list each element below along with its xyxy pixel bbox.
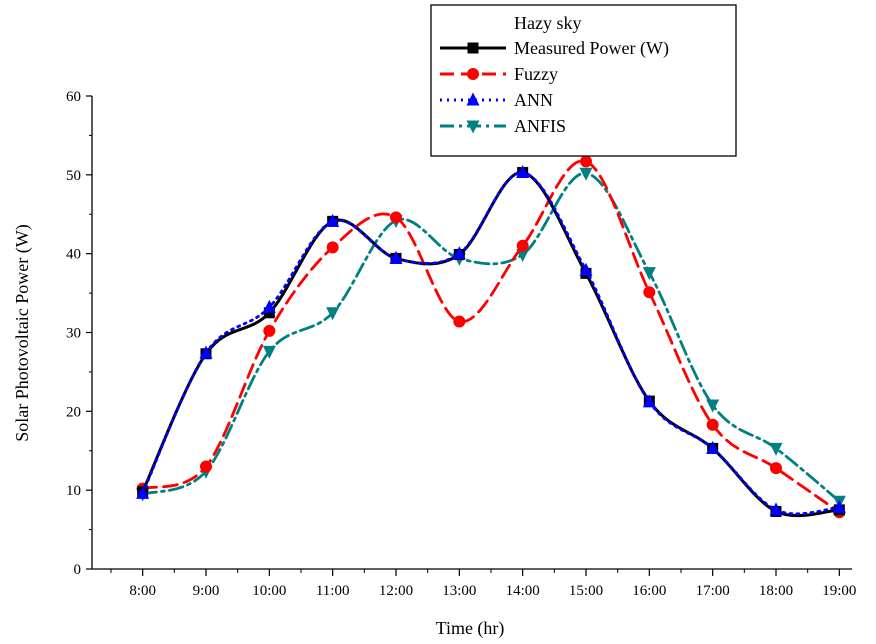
data-point: [770, 462, 782, 475]
data-point: [389, 250, 403, 264]
data-point: [516, 164, 530, 178]
y-tick-label: 30: [66, 326, 81, 342]
data-point: [200, 460, 212, 473]
data-point: [769, 442, 783, 456]
series-fuzzy: [136, 155, 846, 519]
x-tick-label: 17:00: [696, 583, 730, 599]
series-line: [141, 171, 841, 516]
legend-label: Measured Power (W): [514, 38, 669, 59]
data-point: [643, 286, 656, 299]
data-point: [452, 246, 466, 260]
data-point: [326, 241, 339, 254]
y-tick-label: 40: [66, 247, 81, 263]
data-point: [579, 262, 593, 276]
legend-label: Fuzzy: [514, 64, 558, 84]
x-tick-label: 8:00: [129, 583, 156, 599]
data-point: [262, 299, 276, 313]
legend-item: Measured Power (W): [440, 38, 669, 59]
data-point: [263, 307, 275, 319]
y-axis-label: Solar Photovoltaic Power (W): [12, 224, 33, 441]
series-line: [141, 170, 841, 518]
data-point: [769, 502, 783, 516]
y-tick-label: 60: [66, 89, 81, 105]
legend-marker: [466, 92, 480, 106]
data-point: [579, 167, 593, 181]
data-point: [136, 485, 150, 499]
data-point: [706, 399, 720, 413]
data-point: [326, 307, 340, 321]
y-tick-label: 20: [66, 404, 81, 420]
y-tick-label: 10: [66, 483, 81, 499]
x-axis-label: Time (hr): [436, 618, 505, 639]
data-point: [642, 267, 656, 281]
data-point: [326, 213, 340, 227]
data-point: [580, 155, 592, 168]
legend-label: ANN: [514, 90, 553, 110]
data-point: [390, 211, 402, 224]
legend-marker: [467, 68, 479, 80]
series-ann: [136, 164, 846, 516]
x-tick-label: 15:00: [569, 583, 603, 599]
x-tick-label: 12:00: [379, 583, 413, 599]
legend-box: [430, 4, 737, 157]
legend-marker: [467, 42, 479, 54]
series-anfis: [136, 167, 846, 509]
data-point: [832, 500, 846, 514]
legend-item: ANFIS: [440, 116, 566, 136]
legend-title: Hazy sky: [514, 13, 581, 33]
series-line: [141, 159, 841, 514]
legend: Hazy sky Measured Power (W) Fuzzy ANN ANFIS: [430, 4, 737, 157]
legend-label: ANFIS: [514, 116, 566, 136]
data-point: [262, 345, 276, 359]
data-point: [706, 418, 719, 431]
legend-item: Fuzzy: [440, 64, 558, 84]
axes-layer: 0 10 20 30 40 50 60 8:00 9:00 10:00 11:00 12:00 13:0…: [66, 89, 856, 599]
x-tick-label: 18:00: [759, 583, 793, 599]
legend-marker: [466, 120, 480, 134]
data-point: [453, 315, 466, 328]
x-tick-label: 19:00: [822, 583, 856, 599]
x-tick-label: 14:00: [506, 583, 540, 599]
x-tick-label: 16:00: [632, 583, 666, 599]
data-point: [642, 394, 656, 408]
x-tick-label: 9:00: [193, 583, 220, 599]
series-layer: [136, 155, 846, 519]
series-line: [141, 171, 841, 503]
data-point: [516, 239, 529, 252]
legend-item: ANN: [440, 90, 553, 110]
y-tick-label: 0: [74, 562, 82, 578]
y-tick-label: 50: [66, 168, 81, 184]
data-point: [706, 440, 720, 454]
data-point: [199, 345, 213, 359]
x-tick-label: 10:00: [252, 583, 286, 599]
data-point: [263, 324, 276, 337]
x-tick-label: 11:00: [316, 583, 350, 599]
series-measured-power-w: [137, 166, 845, 518]
x-tick-label: 13:00: [442, 583, 476, 599]
